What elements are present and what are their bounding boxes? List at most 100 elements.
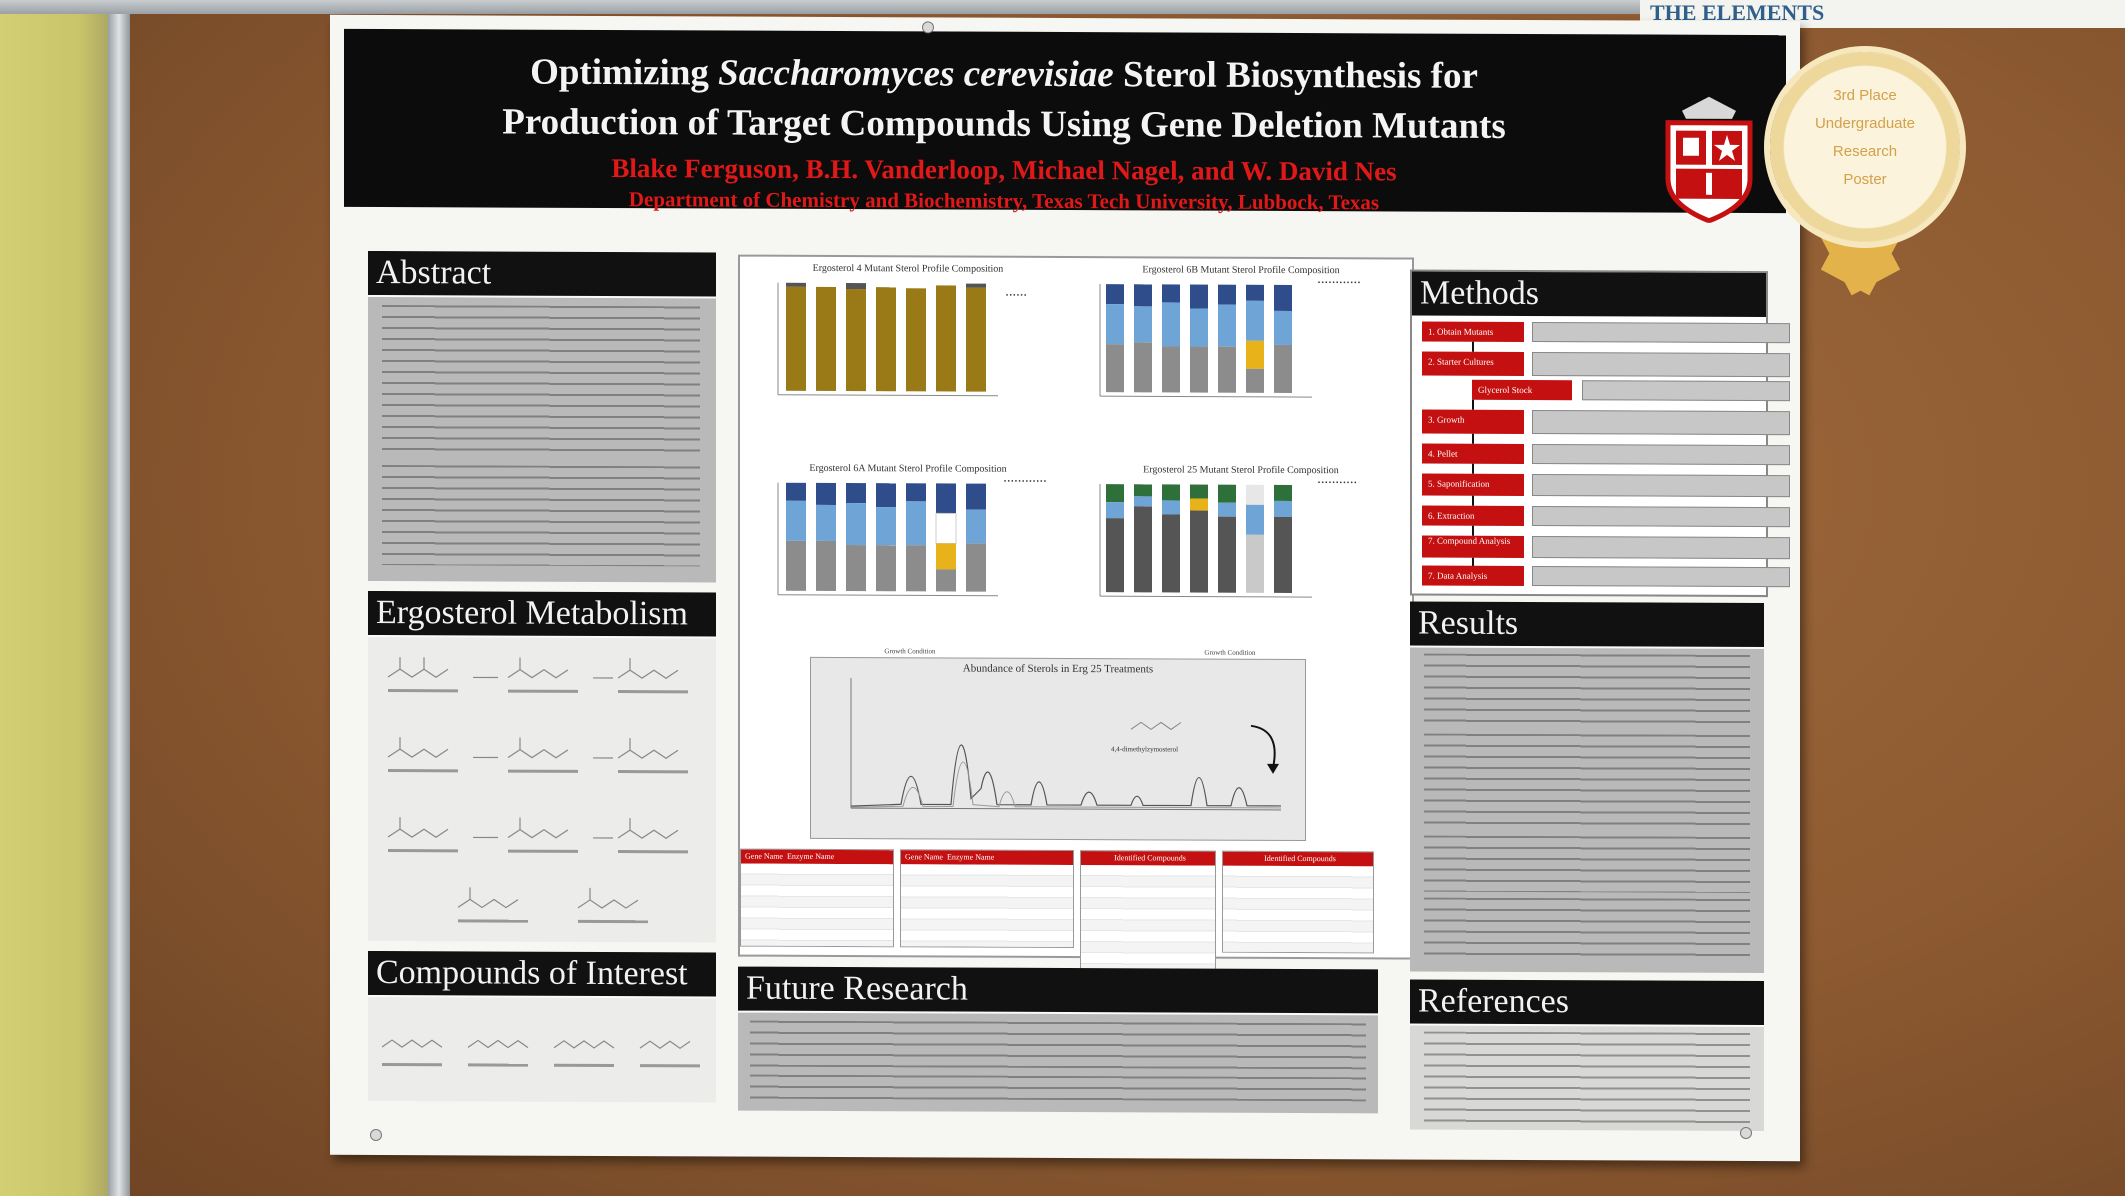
metabolism-section: Ergosterol Metabolism <box>368 590 716 943</box>
results-text-additional <box>1424 897 1750 963</box>
erg25-bars <box>1099 484 1312 598</box>
method-arrow <box>1472 433 1474 444</box>
gene-table-2: Gene Name Enzyme Name <box>900 849 1074 949</box>
x-axis-label-right: Growth Condition <box>1204 648 1256 657</box>
method-step-glycerol: Glycerol Stock <box>1472 379 1790 402</box>
method-step-8: 7. Data Analysis <box>1422 565 1790 588</box>
results-text-erg6 <box>1424 733 1750 831</box>
award-category-3: Poster <box>1843 171 1887 188</box>
award-rosette-icon <box>1770 52 1960 242</box>
erg25-legend: ▪ ▪ ▪ ▪ ▪ ▪ ▪ ▪ ▪ ▪ ▪ <box>1318 480 1357 487</box>
methods-section: Methods 1. Obtain Mutants 2. Starter Cul… <box>1410 269 1790 598</box>
results-text-erg4 <box>1424 653 1750 729</box>
erg4-bars <box>777 282 998 397</box>
compounds-heading: Compounds of Interest <box>368 950 716 997</box>
method-step-1-label: 1. Obtain Mutants <box>1422 321 1524 343</box>
erg6b-legend: ▪ ▪ ▪ ▪ ▪ ▪ ▪ ▪ ▪ ▪ ▪ ▪ <box>1318 280 1361 287</box>
method-step-7-desc <box>1532 536 1790 560</box>
method-arrow <box>1472 525 1474 536</box>
university-seal-icon <box>1662 93 1756 224</box>
gene-table-2-rows <box>901 864 1073 948</box>
method-arrow <box>1472 463 1474 474</box>
identified-table-1-header: Identified Compounds <box>1081 851 1215 866</box>
erg6b-bars <box>1099 284 1312 398</box>
board-frame-left <box>108 0 130 1196</box>
pathway-structures <box>387 657 688 924</box>
enzyme-name-col-2: Enzyme Name <box>946 852 995 862</box>
award-text: 3rd Place Undergraduate Research Poster <box>1790 82 1940 194</box>
method-arrow <box>1472 341 1474 352</box>
push-pin <box>1740 1126 1752 1139</box>
method-step-7: 7. Compound Analysis <box>1422 535 1790 560</box>
gene-table-1: Gene Name Enzyme Name <box>740 848 894 948</box>
erg6a-legend: ▪ ▪ ▪ ▪ ▪ ▪ ▪ ▪ ▪ ▪ ▪ ▪ <box>1004 478 1047 485</box>
abstract-text-block-2 <box>382 465 700 567</box>
identified-table-2: Identified Compounds <box>1222 850 1374 954</box>
gene-table-1-rows <box>741 863 893 947</box>
method-step-2: 2. Starter Cultures <box>1422 351 1790 378</box>
erg25-chart-title: Ergosterol 25 Mutant Sterol Profile Comp… <box>1143 464 1339 477</box>
method-step-8-desc <box>1532 566 1790 588</box>
method-step-3: 3. Growth <box>1422 409 1790 436</box>
push-pin <box>370 1128 382 1142</box>
erg4-chart: Ergosterol 4 Mutant Sterol Profile Compo… <box>748 262 1068 465</box>
gc-annotation: 4,4-dimethylzymosterol <box>1111 745 1179 754</box>
references-body <box>1410 1025 1764 1132</box>
award-category: Undergraduate <box>1814 115 1916 132</box>
results-heading: Results <box>1410 601 1764 648</box>
metabolism-heading: Ergosterol Metabolism <box>368 590 716 637</box>
method-step-1-desc <box>1532 322 1790 344</box>
gene-table-2-header: Gene Name Enzyme Name <box>901 850 1073 866</box>
future-text-block <box>750 1020 1366 1070</box>
method-step-3-label: 3. Growth <box>1422 409 1524 435</box>
future-research-body <box>738 1012 1378 1114</box>
title-line-2: Production of Target Compounds Using Gen… <box>502 101 1506 147</box>
method-step-4: 4. Pellet <box>1422 443 1790 466</box>
results-section: Results <box>1410 601 1764 974</box>
references-text <box>1424 1031 1750 1125</box>
poster-header: Optimizing Saccharomyces cerevisiae Ster… <box>344 28 1786 224</box>
method-step-8-label: 7. Data Analysis <box>1422 565 1524 587</box>
gene-name-col-2: Gene Name <box>905 852 943 862</box>
abstract-section: Abstract <box>368 250 716 583</box>
abstract-body <box>368 296 716 583</box>
title-species: Saccharomyces cerevisiae <box>718 52 1114 96</box>
method-step-7-label: 7. Compound Analysis <box>1422 535 1524 559</box>
poster-title: Optimizing Saccharomyces cerevisiae Ster… <box>404 47 1604 152</box>
results-text-erg25 <box>1424 835 1750 893</box>
research-poster: Optimizing Saccharomyces cerevisiae Ster… <box>330 14 1800 1162</box>
method-step-5-label: 5. Saponification <box>1422 473 1524 497</box>
award-category-2: Research <box>1832 143 1898 160</box>
erg4-chart-title: Ergosterol 4 Mutant Sterol Profile Compo… <box>812 262 1004 275</box>
method-step-6-desc <box>1532 506 1790 528</box>
method-step-2-desc <box>1532 352 1790 378</box>
identified-table-1-rows <box>1081 865 1215 976</box>
method-step-5: 5. Saponification <box>1422 473 1790 498</box>
abstract-text-block <box>382 305 700 457</box>
method-arrow <box>1472 495 1474 506</box>
method-step-6: 6. Extraction <box>1422 505 1790 528</box>
title-text: Optimizing <box>530 51 719 94</box>
erg25-chart: Ergosterol 25 Mutant Sterol Profile Comp… <box>1076 464 1406 666</box>
poster-department: Department of Chemistry and Biochemistry… <box>628 187 1380 215</box>
method-step-4-desc <box>1532 444 1790 466</box>
results-figures-panel: Ergosterol 4 Mutant Sterol Profile Compo… <box>738 254 1414 977</box>
method-step-1: 1. Obtain Mutants <box>1422 321 1790 344</box>
method-step-glycerol-desc <box>1582 380 1790 402</box>
identified-table-2-header: Identified Compounds <box>1223 851 1373 867</box>
gene-table-1-header: Gene Name Enzyme Name <box>741 849 893 865</box>
poster-authors: Blake Ferguson, B.H. Vanderloop, Michael… <box>611 153 1397 187</box>
title-text-end: Sterol Biosynthesis for <box>1113 54 1478 97</box>
erg6b-chart-title: Ergosterol 6B Mutant Sterol Profile Comp… <box>1142 264 1340 277</box>
award-place: 3rd Place <box>1833 87 1897 104</box>
erg6a-chart-title: Ergosterol 6A Mutant Sterol Profile Comp… <box>809 462 1007 475</box>
board-frame-top <box>0 0 2125 14</box>
compounds-structures <box>368 996 716 1103</box>
gc-chromatogram: Abundance of Sterols in Erg 25 Treatment… <box>810 656 1306 842</box>
erg4-legend: ▪ ▪ ▪ ▪ ▪ ▪ <box>1006 292 1027 299</box>
future-research-heading: Future Research <box>738 966 1378 1014</box>
abstract-heading: Abstract <box>368 250 716 297</box>
method-step-glycerol-label: Glycerol Stock <box>1472 379 1572 401</box>
enzyme-name-col: Enzyme Name <box>786 851 835 861</box>
compounds-section: Compounds of Interest <box>368 950 716 1103</box>
